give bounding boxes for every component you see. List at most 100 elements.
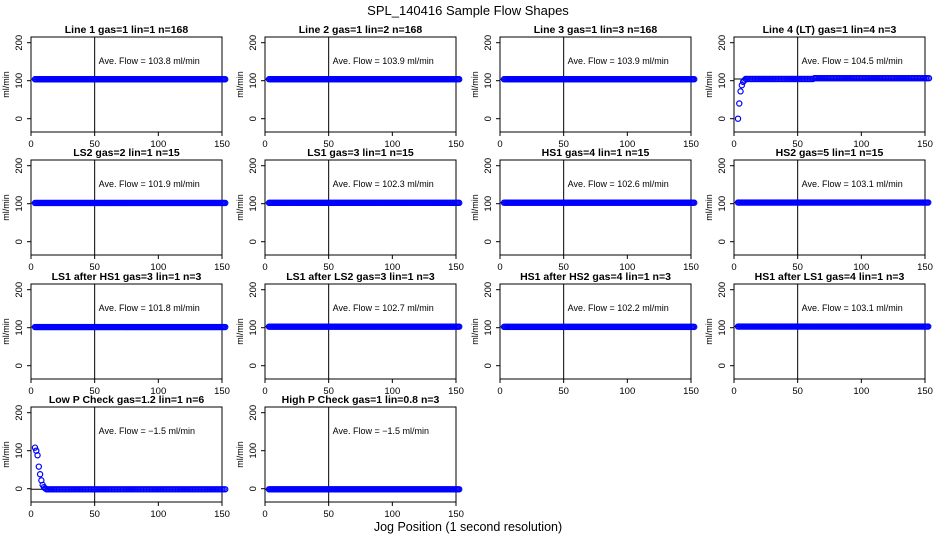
y-axis-label: ml/min <box>470 194 480 221</box>
data-point <box>456 486 463 493</box>
x-tick-label: 50 <box>792 262 803 273</box>
x-tick-label: 0 <box>28 139 33 150</box>
panel-title: LS1 after HS1 gas=3 lin=1 n=3 <box>52 271 202 283</box>
x-tick-label: 50 <box>323 139 334 150</box>
data-point <box>691 199 698 206</box>
y-tick-label: 100 <box>717 73 728 89</box>
data-point <box>925 323 932 330</box>
panel-title: HS1 after LS1 gas=4 lin=1 n=3 <box>755 271 905 283</box>
data-points <box>265 76 463 83</box>
x-tick-label: 150 <box>917 386 933 397</box>
y-tick-label: 0 <box>248 486 259 491</box>
x-tick-label: 50 <box>323 509 334 520</box>
x-tick-label: 150 <box>683 262 699 273</box>
figure-title: SPL_140416 Sample Flow Shapes <box>367 3 569 18</box>
data-point <box>737 88 744 95</box>
x-tick-label: 0 <box>262 139 267 150</box>
data-point <box>222 199 229 207</box>
y-tick-label: 0 <box>717 116 728 121</box>
average-flow-annotation: Ave. Flow = 102.7 ml/min <box>333 303 434 313</box>
average-flow-annotation: Ave. Flow = 104.5 ml/min <box>802 56 903 66</box>
y-tick-label: 100 <box>14 196 25 212</box>
y-axis-label: ml/min <box>1 441 11 468</box>
panel-10: LS1 after LS2 gas=3 lin=1 n=3 Ave. Flow =… <box>235 271 464 397</box>
average-flow-annotation: Ave. Flow = 103.9 ml/min <box>333 56 434 66</box>
panel-8: HS2 gas=5 lin=1 n=15 Ave. Flow = 103.1 ml… <box>704 147 933 273</box>
plot-frame <box>499 283 692 380</box>
average-flow-annotation: Ave. Flow = −1.5 ml/min <box>333 426 429 436</box>
x-tick-label: 100 <box>619 262 635 273</box>
average-flow-annotation: Ave. Flow = 103.1 ml/min <box>802 179 903 189</box>
x-tick-label: 100 <box>150 386 166 397</box>
plot-frame <box>499 159 692 256</box>
y-tick-label: 0 <box>483 239 494 244</box>
y-axis-label: ml/min <box>1 318 11 345</box>
y-tick-label: 0 <box>248 116 259 121</box>
x-tick-label: 150 <box>214 262 230 273</box>
panel-6: LS1 gas=3 lin=1 n=15 Ave. Flow = 102.3 ml… <box>235 147 464 273</box>
panel-title: Line 4 (LT) gas=1 lin=4 n=3 <box>763 24 897 36</box>
average-flow-annotation: Ave. Flow = −1.5 ml/min <box>99 426 195 436</box>
x-tick-label: 100 <box>384 509 400 520</box>
x-tick-label: 150 <box>448 386 464 397</box>
data-point <box>736 100 743 107</box>
data-point <box>41 485 49 492</box>
y-tick-label: 0 <box>717 363 728 368</box>
panel-14: High P Check gas=1 lin=0.8 n=3 Ave. Flow … <box>235 394 464 520</box>
average-flow-annotation: Ave. Flow = 101.9 ml/min <box>99 179 200 189</box>
x-axis-label: Jog Position (1 second resolution) <box>374 520 562 534</box>
y-tick-label: 100 <box>248 73 259 89</box>
x-tick-label: 100 <box>853 262 869 273</box>
y-tick-label: 200 <box>717 282 728 298</box>
x-tick-label: 150 <box>214 386 230 397</box>
x-tick-label: 100 <box>384 386 400 397</box>
data-point <box>222 486 229 493</box>
plot-frame <box>499 36 692 133</box>
panels: Line 1 gas=1 lin=1 n=168 Ave. Flow = 103.… <box>1 24 933 520</box>
data-point <box>456 199 463 207</box>
data-points <box>31 199 229 207</box>
panel-11: HS1 after HS2 gas=4 lin=1 n=3 Ave. Flow =… <box>470 271 699 397</box>
x-tick-label: 0 <box>497 139 502 150</box>
y-tick-label: 0 <box>14 116 25 121</box>
y-tick-label: 200 <box>483 158 494 174</box>
x-tick-label: 150 <box>448 509 464 520</box>
data-point <box>36 471 44 478</box>
data-point <box>925 75 933 82</box>
y-tick-label: 0 <box>14 486 25 491</box>
x-tick-label: 150 <box>448 262 464 273</box>
data-point <box>691 76 698 83</box>
panel-title: High P Check gas=1 lin=0.8 n=3 <box>282 394 440 406</box>
average-flow-annotation: Ave. Flow = 102.6 ml/min <box>568 179 669 189</box>
panel-9: LS1 after HS1 gas=3 lin=1 n=3 Ave. Flow =… <box>1 271 230 397</box>
y-tick-label: 0 <box>483 116 494 121</box>
panel-12: HS1 after LS1 gas=4 lin=1 n=3 Ave. Flow =… <box>704 271 933 397</box>
y-tick-label: 0 <box>483 363 494 368</box>
data-point <box>31 444 39 451</box>
y-axis-label: ml/min <box>1 71 11 98</box>
average-flow-annotation: Ave. Flow = 101.8 ml/min <box>99 303 200 313</box>
data-points <box>500 323 698 331</box>
data-point <box>456 76 463 83</box>
x-tick-label: 100 <box>619 386 635 397</box>
plot-frame <box>264 159 457 256</box>
y-tick-label: 100 <box>483 320 494 336</box>
y-tick-label: 100 <box>483 73 494 89</box>
average-flow-annotation: Ave. Flow = 102.3 ml/min <box>333 179 434 189</box>
x-tick-label: 150 <box>917 262 933 273</box>
x-tick-label: 100 <box>853 139 869 150</box>
plot-frame <box>264 36 457 133</box>
x-tick-label: 100 <box>150 262 166 273</box>
panel-title: Low P Check gas=1.2 lin=1 n=6 <box>49 394 204 406</box>
data-points <box>265 199 463 207</box>
y-tick-label: 100 <box>248 320 259 336</box>
x-tick-label: 100 <box>384 262 400 273</box>
x-tick-label: 100 <box>384 139 400 150</box>
data-points <box>500 199 698 206</box>
panel-title: HS1 after HS2 gas=4 lin=1 n=3 <box>520 271 671 283</box>
y-tick-label: 100 <box>14 73 25 89</box>
y-axis-label: ml/min <box>235 194 245 221</box>
y-tick-label: 0 <box>14 239 25 244</box>
y-tick-label: 200 <box>483 35 494 51</box>
x-tick-label: 0 <box>262 262 267 273</box>
